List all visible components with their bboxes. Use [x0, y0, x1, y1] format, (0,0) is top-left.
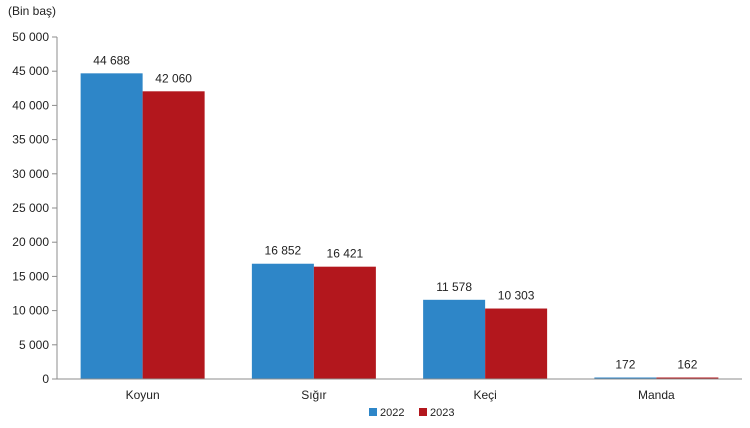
data-label: 16 421 — [327, 247, 364, 261]
bar-2022-2 — [423, 299, 486, 379]
data-label: 162 — [677, 358, 697, 372]
bar-2022-3 — [594, 377, 657, 379]
bars — [80, 73, 719, 380]
y-tick-label: 50 000 — [12, 30, 49, 44]
bar-2023-1 — [313, 266, 376, 379]
unit-label: (Bin baş) — [8, 4, 56, 18]
y-tick-label: 45 000 — [12, 64, 49, 78]
data-label: 172 — [615, 358, 635, 372]
legend-label: 2023 — [430, 407, 454, 419]
bar-2023-0 — [142, 91, 205, 379]
y-tick-label: 5 000 — [19, 338, 49, 352]
y-tick-label: 10 000 — [12, 304, 49, 318]
y-tick-label: 40 000 — [12, 98, 49, 112]
category-label: Keçi — [473, 388, 496, 402]
data-label: 16 852 — [265, 244, 302, 258]
data-label: 11 578 — [436, 280, 472, 294]
legend-swatch — [369, 408, 377, 416]
data-labels: 44 688 42 060 16 852 16 421 11 578 10 303 172 1… — [93, 53, 697, 371]
y-tick-label: 15 000 — [12, 269, 49, 283]
data-label: 42 060 — [155, 71, 192, 85]
y-tick-label: 35 000 — [12, 133, 49, 147]
y-tick-label: 20 000 — [12, 235, 49, 249]
bar-2022-1 — [251, 263, 314, 379]
data-label: 44 688 — [93, 53, 130, 67]
y-axis: 0 5 000 10 000 15 000 20 000 25 000 30 000 35 0… — [12, 30, 58, 386]
bar-2022-0 — [80, 73, 143, 380]
legend-swatch — [419, 408, 427, 416]
y-tick-label: 30 000 — [12, 167, 49, 181]
legend-label: 2022 — [380, 407, 404, 419]
bar-2023-2 — [485, 308, 548, 379]
category-label: Koyun — [126, 388, 160, 402]
y-tick-label: 0 — [42, 372, 49, 386]
bar-2023-3 — [656, 377, 719, 379]
category-label: Manda — [638, 388, 675, 402]
category-label: Sığır — [301, 388, 326, 402]
legend: 2022 2023 — [369, 407, 454, 419]
y-tick-label: 25 000 — [12, 201, 49, 215]
x-axis: Koyun Sığır Keçi Manda — [57, 378, 742, 402]
data-label: 10 303 — [498, 289, 535, 303]
